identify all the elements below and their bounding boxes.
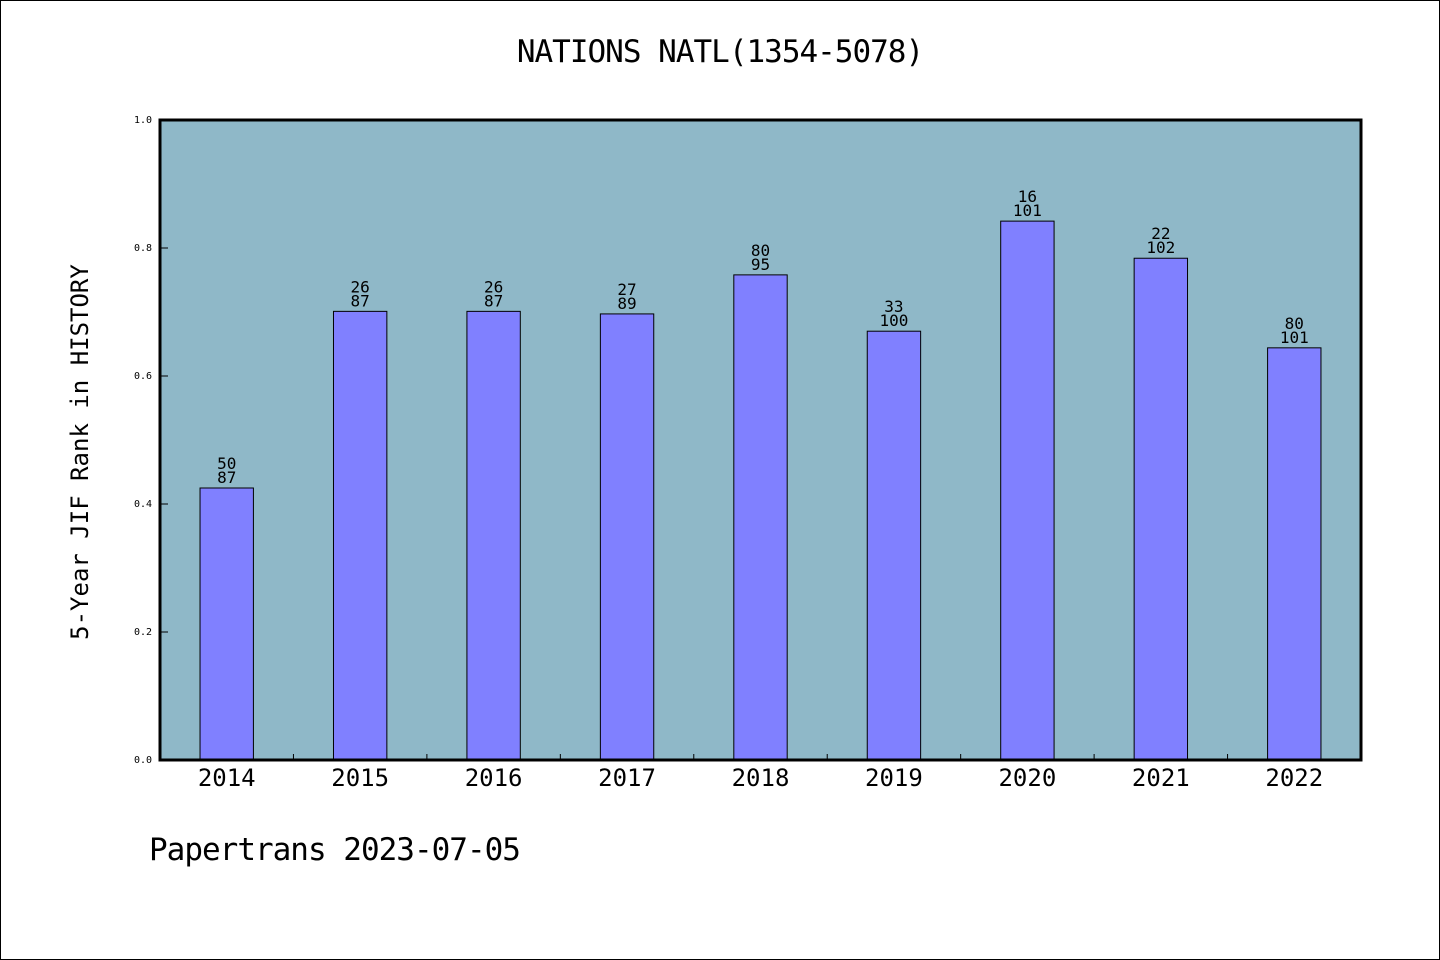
bar-label-top: 50 (217, 454, 236, 473)
bar (199, 487, 254, 761)
bar-label-top: 16 (1018, 187, 1037, 206)
bar (599, 313, 655, 761)
y-tick-label: 0.8 (134, 243, 152, 254)
x-tick-label: 2014 (198, 764, 256, 792)
x-tick-label: 2017 (598, 764, 656, 792)
footer-text: Papertrans 2023-07-05 (149, 832, 521, 868)
bar (733, 274, 788, 761)
y-tick-label: 1.0 (134, 115, 152, 126)
bar-label-bottom: 101 (1013, 201, 1042, 220)
bar (1133, 257, 1189, 761)
bar-label-bottom: 87 (484, 291, 503, 310)
bar-label-top: 26 (484, 277, 503, 296)
y-tick-label: 0.4 (134, 499, 152, 510)
x-tick-label: 2018 (732, 764, 790, 792)
bar-label-top: 26 (351, 277, 370, 296)
x-tick-label: 2015 (331, 764, 389, 792)
x-tick-label: 2020 (998, 764, 1056, 792)
bar-label-bottom: 100 (879, 311, 908, 330)
bar-label-bottom: 95 (751, 255, 770, 274)
y-tick-label: 0.2 (134, 627, 152, 638)
x-tick-label: 2019 (865, 764, 923, 792)
bar-label-top: 22 (1151, 224, 1170, 243)
chart-title: NATIONS NATL(1354-5078) (516, 34, 924, 70)
x-tick-label: 2022 (1265, 764, 1323, 792)
bar (866, 330, 922, 761)
bar-label-bottom: 87 (351, 291, 370, 310)
y-tick-label: 0.0 (134, 755, 152, 766)
y-tick-label: 0.6 (134, 371, 152, 382)
bar (1000, 220, 1055, 761)
bar-label-top: 27 (617, 280, 636, 299)
bar-label-bottom: 101 (1280, 328, 1309, 347)
plot-border (158, 118, 1363, 762)
bar-label-bottom: 87 (217, 468, 236, 487)
bar-label-bottom: 102 (1146, 238, 1175, 257)
x-tick-label: 2021 (1132, 764, 1190, 792)
bar (332, 310, 388, 761)
bar-label-top: 80 (751, 241, 770, 260)
x-tick-label: 2016 (465, 764, 523, 792)
bar (466, 310, 521, 761)
bar-label-bottom: 89 (617, 294, 636, 313)
bar-label-top: 80 (1285, 314, 1304, 333)
bar (1267, 347, 1322, 761)
bar-label-top: 33 (884, 297, 903, 316)
